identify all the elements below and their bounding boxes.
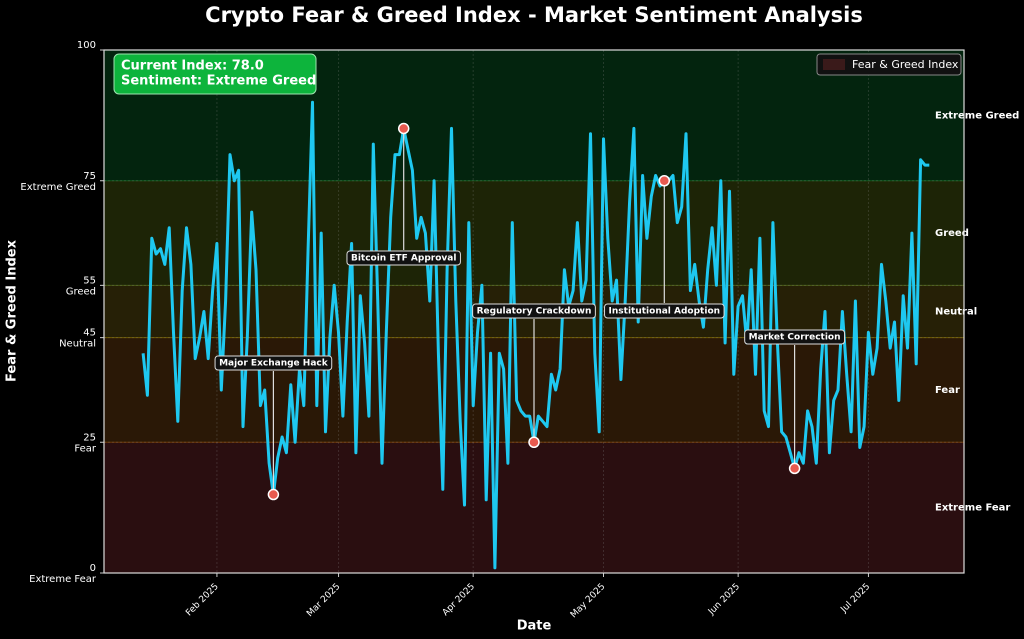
data-line <box>141 100 930 570</box>
annotation-box <box>744 329 846 345</box>
info-text: Sentiment: Extreme Greed <box>121 74 316 89</box>
x-tick-label: May 2025 <box>569 582 607 620</box>
y-tick-sublabel: Neutral <box>59 339 96 350</box>
zone-label: Fear <box>935 385 960 396</box>
annotation-label: Institutional Adoption <box>609 307 721 317</box>
info-box-bg <box>113 53 317 95</box>
annotation: Institutional Adoption <box>604 303 725 319</box>
annotation: Bitcoin ETF Approval <box>346 250 461 266</box>
zone-label: Extreme Greed <box>935 110 1019 121</box>
annotation-label: Market Correction <box>749 333 841 343</box>
annotation-box <box>472 303 596 319</box>
x-axis-label: Date <box>517 619 552 634</box>
x-tick-label: Jul 2025 <box>839 582 873 616</box>
chart-title: Crypto Fear & Greed Index - Market Senti… <box>205 3 863 27</box>
y-tick-label: 55 <box>83 275 96 286</box>
annotation: Market Correction <box>744 329 846 345</box>
y-tick-label: 25 <box>83 432 96 443</box>
y-tick-sublabel: Extreme Greed <box>20 182 96 193</box>
legend: Fear & Greed Index <box>816 53 962 76</box>
y-tick-sublabel: Extreme Fear <box>29 574 97 585</box>
y-axis-label: Fear & Greed Index <box>5 239 20 382</box>
legend-label: Fear & Greed Index <box>852 58 959 71</box>
event-marker <box>267 488 280 501</box>
x-tick-label: Feb 2025 <box>184 582 221 619</box>
event-marker <box>788 462 801 475</box>
annotation-label: Regulatory Crackdown <box>477 307 592 317</box>
event-marker <box>397 122 410 135</box>
annotation: Regulatory Crackdown <box>472 303 596 319</box>
zone-label: Neutral <box>935 307 977 318</box>
event-marker <box>528 436 540 448</box>
annotation-box <box>346 250 461 266</box>
event-marker <box>658 175 671 187</box>
y-tick-label: 75 <box>83 171 96 182</box>
x-tick-label: Mar 2025 <box>305 582 342 619</box>
legend-box <box>816 53 962 76</box>
annotation-box <box>214 355 333 371</box>
legend-swatch <box>823 59 845 70</box>
y-tick-label: 100 <box>77 40 96 51</box>
y-tick-sublabel: Fear <box>74 443 96 454</box>
y-tick-sublabel: Greed <box>66 286 96 297</box>
zone-label: Greed <box>935 228 969 239</box>
info-text: Current Index: 78.0 <box>121 59 264 74</box>
annotation: Major Exchange Hack <box>214 355 333 371</box>
x-tick-label: Jun 2025 <box>706 582 742 618</box>
annotation-label: Bitcoin ETF Approval <box>351 254 456 264</box>
annotation-box <box>604 303 725 319</box>
zone-label: Extreme Fear <box>935 503 1010 514</box>
y-tick-label: 0 <box>90 563 96 574</box>
y-tick-label: 45 <box>83 328 96 339</box>
plot-frame <box>103 49 965 574</box>
annotation-label: Major Exchange Hack <box>219 359 329 369</box>
zone-band <box>104 180 964 286</box>
x-tick-label: Apr 2025 <box>441 582 477 618</box>
zone-band <box>104 442 964 573</box>
